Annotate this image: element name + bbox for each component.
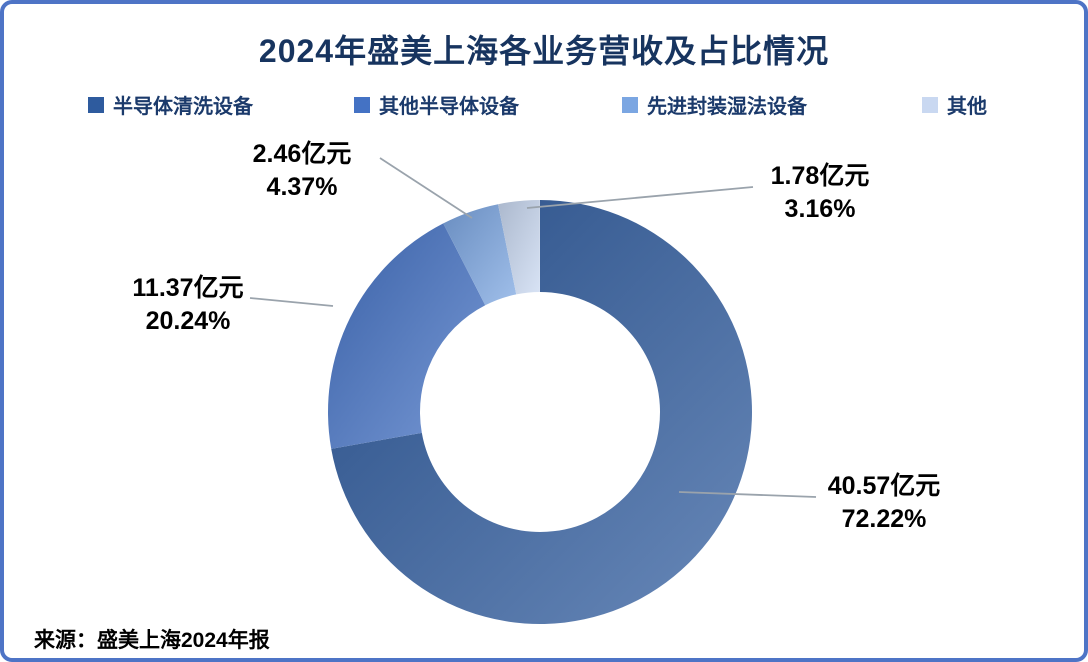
callout-percent: 4.37% [266, 173, 338, 201]
legend-swatch [922, 96, 938, 113]
leader-line-cleaning [678, 491, 817, 498]
callout-percent: 3.16% [784, 195, 856, 223]
callout-percent: 72.22% [841, 505, 927, 533]
donut-slices [327, 200, 752, 625]
legend: 半导体清洗设备 其他半导体设备 先进封装湿法设备 其他 [0, 90, 1088, 119]
callout-percent: 20.24% [145, 307, 231, 335]
callout-value: 11.37亿元 [132, 274, 244, 302]
legend-label: 半导体清洗设备 [113, 96, 253, 118]
legend-item-advanced-packaging-wet-equipment: 先进封装湿法设备 [622, 90, 807, 119]
legend-swatch [622, 96, 638, 113]
leader-line-other [526, 186, 754, 209]
legend-swatch [354, 96, 370, 113]
callout-value: 1.78亿元 [770, 162, 870, 190]
donut-slice-3 [498, 200, 540, 295]
leader-lines [249, 157, 817, 498]
legend-item-other-semiconductor-equipment: 其他半导体设备 [354, 90, 519, 119]
donut-slice-1 [327, 223, 486, 449]
legend-label: 其他半导体设备 [379, 96, 519, 118]
callout-value: 40.57亿元 [827, 472, 941, 500]
chart-title: 2024年盛美上海各业务营收及占比情况 [258, 33, 830, 69]
legend-item-other: 其他 [922, 90, 987, 119]
callout-advanced-packaging: 2.46亿元 4.37% [192, 138, 412, 204]
legend-label: 其他 [947, 96, 987, 118]
leader-line-advanced-packaging [379, 157, 473, 219]
donut-slice-2 [443, 204, 517, 306]
legend-item-cleaning-equipment: 半导体清洗设备 [88, 90, 253, 119]
callout-value: 2.46亿元 [252, 140, 352, 168]
callout-other: 1.78亿元 3.16% [710, 160, 930, 226]
legend-swatch [88, 96, 104, 113]
source-note: 来源：盛美上海2024年报 [34, 629, 270, 652]
callout-other-semiconductor: 11.37亿元 20.24% [78, 272, 298, 338]
donut-slice-0 [331, 200, 752, 625]
legend-label: 先进封装湿法设备 [647, 96, 807, 118]
leader-line-other-semiconductor [249, 297, 334, 307]
callout-cleaning: 40.57亿元 72.22% [774, 470, 994, 536]
